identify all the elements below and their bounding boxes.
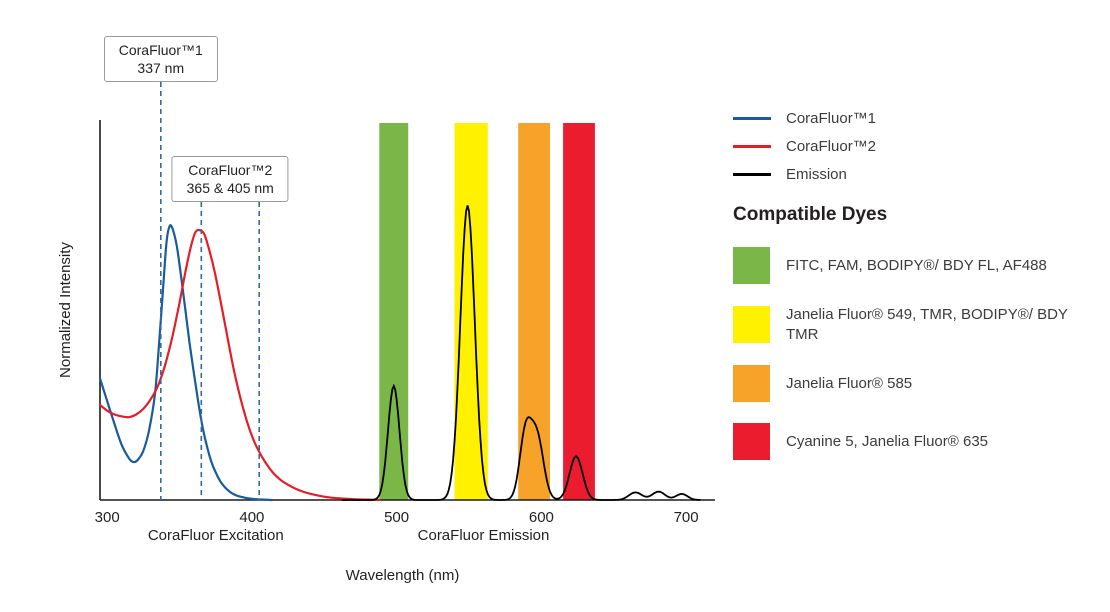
callout-corafluor1-value: 337 nm [137,60,185,76]
x-axis-title: Wavelength (nm) [346,567,460,584]
y-axis-title: Normalized Intensity [57,242,74,378]
spectra-chart: 300 400 500 600 700 CoraFluor Excitation CoraF… [57,82,715,584]
dye-item-red-label: Cyanine 5, Janelia Fluor® 635 [786,432,989,450]
legend-item-corafluor1-label: CoraFluor™1 [786,109,877,127]
compatible-dyes-heading: Compatible Dyes [733,204,888,225]
excitation-curve-1 [98,224,274,502]
dye-band-orange [518,123,550,500]
region-label: CoraFluor Emission [418,527,550,544]
dye-swatch-red-icon [733,423,770,460]
dye-item-red: Cyanine 5, Janelia Fluor® 635 [733,423,1101,460]
legend-panel: CoraFluor™1 CoraFluor™2 Emission Compati… [733,104,1101,460]
x-tick-label: 500 [384,509,409,526]
dye-item-green-label: FITC, FAM, BODIPY®/ BDY FL, AF488 [786,256,1047,274]
dye-band-yellow [454,123,488,500]
callout-corafluor1-title: CoraFluor™1 [118,42,203,58]
excitation-curve-2 [98,228,381,502]
dye-swatch-orange-icon [733,365,770,402]
region-label: CoraFluor Excitation [148,527,284,544]
x-tick-label: 400 [239,509,264,526]
dye-item-orange-label: Janelia Fluor® 585 [786,374,913,392]
callout-corafluor2-value: 365 & 405 nm [186,180,274,196]
line-swatch-red-icon [733,144,771,148]
callout-corafluor1: CoraFluor™1 337 nm [103,36,218,82]
line-swatch-black-icon [733,172,771,176]
dye-item-yellow-label: Janelia Fluor® 549, TMR, BODIPY®/ BDY TM… [786,306,1068,343]
x-tick-label: 700 [674,509,699,526]
x-tick-label: 600 [529,509,554,526]
legend-item-corafluor2-label: CoraFluor™2 [786,137,877,155]
emission-curve [341,205,701,501]
legend-item-corafluor2: CoraFluor™2 [733,132,1101,160]
x-tick-label: 300 [95,509,120,526]
dye-item-green: FITC, FAM, BODIPY®/ BDY FL, AF488 [733,247,1101,284]
legend-item-emission-label: Emission [786,165,847,183]
legend-item-corafluor1: CoraFluor™1 [733,104,1101,132]
legend-item-emission: Emission [733,160,1101,188]
line-swatch-blue-icon [733,116,771,120]
dye-item-yellow: Janelia Fluor® 549, TMR, BODIPY®/ BDY TM… [733,305,1101,344]
dye-item-orange: Janelia Fluor® 585 [733,365,1101,402]
callout-corafluor2: CoraFluor™2 365 & 405 nm [171,156,289,202]
dye-band-red [563,123,595,500]
dye-swatch-yellow-icon [733,306,770,343]
dye-swatch-green-icon [733,247,770,284]
dye-band-green [379,123,409,500]
callout-corafluor2-title: CoraFluor™2 [188,162,273,178]
